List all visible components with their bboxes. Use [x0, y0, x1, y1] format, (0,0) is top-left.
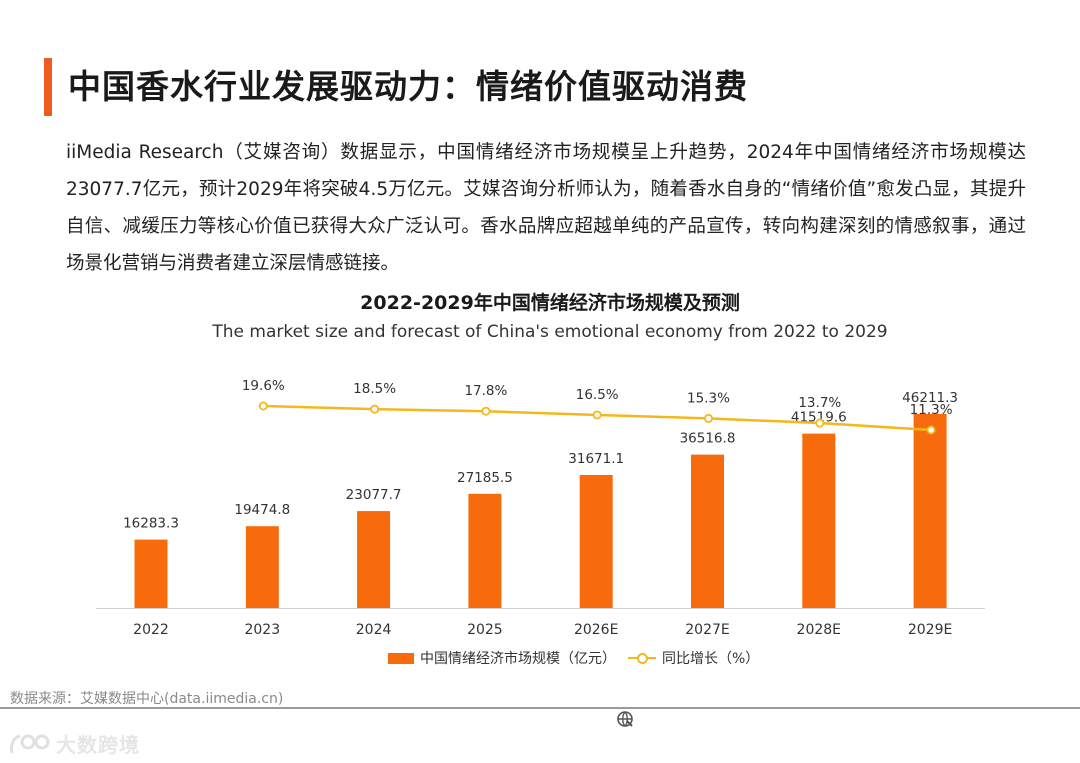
title-accent-bar	[44, 58, 52, 116]
chart-title: 2022-2029年中国情绪经济市场规模及预测	[360, 292, 740, 314]
legend-bar-label: 中国情绪经济市场规模（亿元）	[420, 651, 616, 667]
bar-value-label-2026E: 31671.1	[568, 451, 624, 467]
bar-2027E	[691, 454, 724, 608]
bar-2029E	[913, 413, 947, 608]
page-title: 中国香水行业发展驱动力：情绪价值驱动消费	[68, 67, 748, 106]
bar-value-label-2029E: 46211.3	[902, 390, 958, 406]
x-tick-label-2027E: 2027E	[685, 622, 729, 638]
x-tick-label-2028E: 2028E	[797, 622, 841, 638]
bar-value-label-2023: 19474.8	[234, 502, 290, 518]
bar-value-label-2025: 27185.5	[457, 470, 513, 486]
footer-divider	[0, 707, 1080, 709]
watermark: 大数跨境	[8, 729, 140, 758]
growth-point-2024	[370, 404, 380, 414]
x-tick-label-2022: 2022	[133, 622, 169, 638]
growth-point-2025	[481, 406, 491, 416]
growth-label-2023: 19.6%	[242, 378, 285, 394]
bar-2023	[245, 526, 279, 608]
x-tick-label-2026E: 2026E	[574, 622, 618, 638]
market-size-chart: 16283.3 2022 19474.8 2023 23077.7 2024 27185.5…	[96, 378, 985, 638]
growth-label-2029E: 11.3%	[910, 402, 953, 418]
growth-label-2024: 18.5%	[353, 381, 396, 397]
watermark-logo-icon	[10, 734, 50, 753]
globe-icon	[617, 711, 633, 727]
legend-line-label: 同比增长（%）	[662, 651, 760, 667]
data-source: 数据来源：艾媒数据中心(data.iimedia.cn)	[10, 691, 284, 707]
growth-point-2023	[258, 401, 268, 411]
bar-2026E	[579, 474, 613, 608]
intro-paragraph: iiMedia Research（艾媒咨询）数据显示，中国情绪经济市场规模呈上升…	[66, 142, 1026, 274]
growth-label-2025: 17.8%	[464, 383, 507, 399]
growth-label-2026E: 16.5%	[576, 387, 619, 403]
growth-label-2027E: 15.3%	[687, 390, 730, 406]
growth-point-2027E	[704, 413, 714, 423]
bar-2022	[134, 539, 168, 608]
chart-legend: 中国情绪经济市场规模（亿元） 同比增长（%）	[388, 648, 759, 668]
bar-2028E	[802, 433, 836, 608]
bar-2025	[468, 493, 502, 608]
legend-bar-swatch	[388, 652, 414, 664]
x-tick-label-2029E: 2029E	[908, 622, 952, 638]
x-tick-label-2025: 2025	[467, 622, 503, 638]
bar-value-label-2022: 16283.3	[123, 516, 179, 532]
bar-2024	[357, 511, 391, 608]
growth-point-2029E	[926, 425, 936, 435]
growth-point-2028E	[815, 418, 825, 428]
growth-label-2028E: 13.7%	[798, 395, 841, 411]
chart-subtitle: The market size and forecast of China's …	[212, 322, 888, 342]
bar-value-label-2024: 23077.7	[346, 487, 402, 503]
x-tick-label-2023: 2023	[244, 622, 280, 638]
x-tick-label-2024: 2024	[356, 622, 392, 638]
growth-point-2026E	[592, 410, 602, 420]
watermark-text: 大数跨境	[56, 733, 140, 757]
legend-line-swatch	[628, 652, 656, 664]
bar-value-label-2027E: 36516.8	[680, 431, 736, 447]
